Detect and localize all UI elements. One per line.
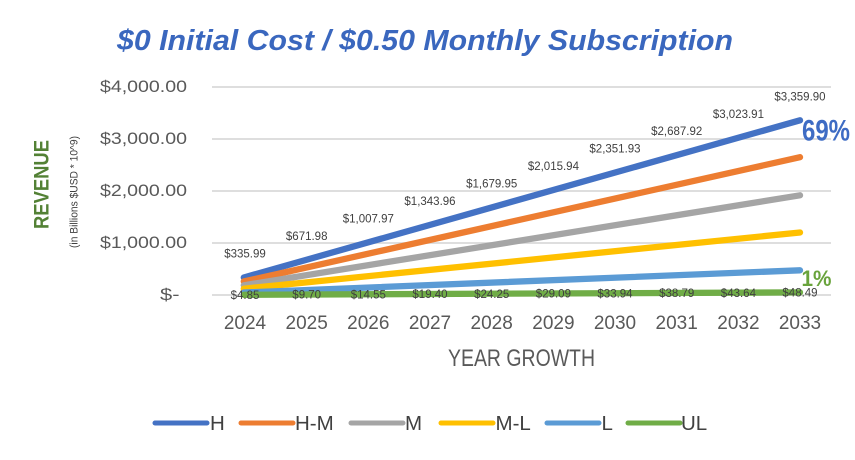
svg-text:$4.85: $4.85: [231, 290, 260, 302]
svg-text:$335.99: $335.99: [224, 249, 266, 261]
svg-text:2024: 2024: [224, 313, 267, 334]
svg-text:$3,023.91: $3,023.91: [713, 109, 764, 121]
svg-text:$3,359.90: $3,359.90: [774, 91, 825, 103]
svg-text:REVENUE: REVENUE: [31, 140, 54, 229]
svg-text:$43.64: $43.64: [721, 288, 757, 300]
svg-text:2030: 2030: [594, 313, 636, 334]
svg-text:$3,000.00: $3,000.00: [100, 129, 187, 148]
svg-text:$14.55: $14.55: [351, 290, 386, 302]
svg-text:$671.98: $671.98: [286, 231, 328, 243]
svg-text:$4,000.00: $4,000.00: [100, 77, 187, 96]
svg-text:$9.70: $9.70: [292, 290, 321, 302]
svg-text:2033: 2033: [779, 313, 821, 334]
svg-text:69%: 69%: [802, 115, 850, 148]
svg-text:$33.94: $33.94: [597, 288, 633, 300]
svg-text:2027: 2027: [409, 313, 451, 334]
svg-text:$1,007.97: $1,007.97: [343, 214, 394, 226]
svg-text:H-M: H-M: [295, 412, 334, 435]
svg-text:$38.79: $38.79: [659, 288, 694, 300]
svg-text:2029: 2029: [532, 313, 574, 334]
svg-text:$2,687.92: $2,687.92: [651, 126, 702, 138]
svg-text:$29.09: $29.09: [536, 289, 571, 301]
svg-text:YEAR GROWTH: YEAR GROWTH: [448, 345, 595, 372]
svg-text:2031: 2031: [656, 313, 698, 334]
svg-text:$2,351.93: $2,351.93: [589, 144, 640, 156]
svg-text:$1,000.00: $1,000.00: [100, 233, 187, 252]
svg-text:UL: UL: [681, 412, 707, 435]
svg-text:$-: $-: [160, 285, 180, 304]
svg-text:$2,015.94: $2,015.94: [528, 161, 580, 173]
svg-text:$48.49: $48.49: [782, 288, 817, 300]
svg-text:(in Billions $USD * 10^9): (in Billions $USD * 10^9): [69, 136, 81, 248]
svg-text:$2,000.00: $2,000.00: [100, 181, 187, 200]
svg-text:1%: 1%: [802, 266, 832, 291]
svg-text:M: M: [405, 412, 422, 435]
svg-text:$1,679.95: $1,679.95: [466, 179, 517, 191]
svg-text:L: L: [602, 412, 613, 435]
svg-text:$0 Initial Cost / $0.50 Monthl: $0 Initial Cost / $0.50 Monthly Subscrip…: [116, 25, 733, 57]
svg-text:2026: 2026: [347, 313, 389, 334]
svg-text:$1,343.96: $1,343.96: [404, 196, 455, 208]
svg-text:H: H: [210, 412, 225, 435]
svg-text:$19.40: $19.40: [412, 289, 447, 301]
svg-text:$24.25: $24.25: [474, 289, 509, 301]
svg-text:2028: 2028: [471, 313, 513, 334]
svg-text:2032: 2032: [717, 313, 759, 334]
svg-text:2025: 2025: [286, 313, 328, 334]
svg-text:M-L: M-L: [496, 412, 531, 435]
